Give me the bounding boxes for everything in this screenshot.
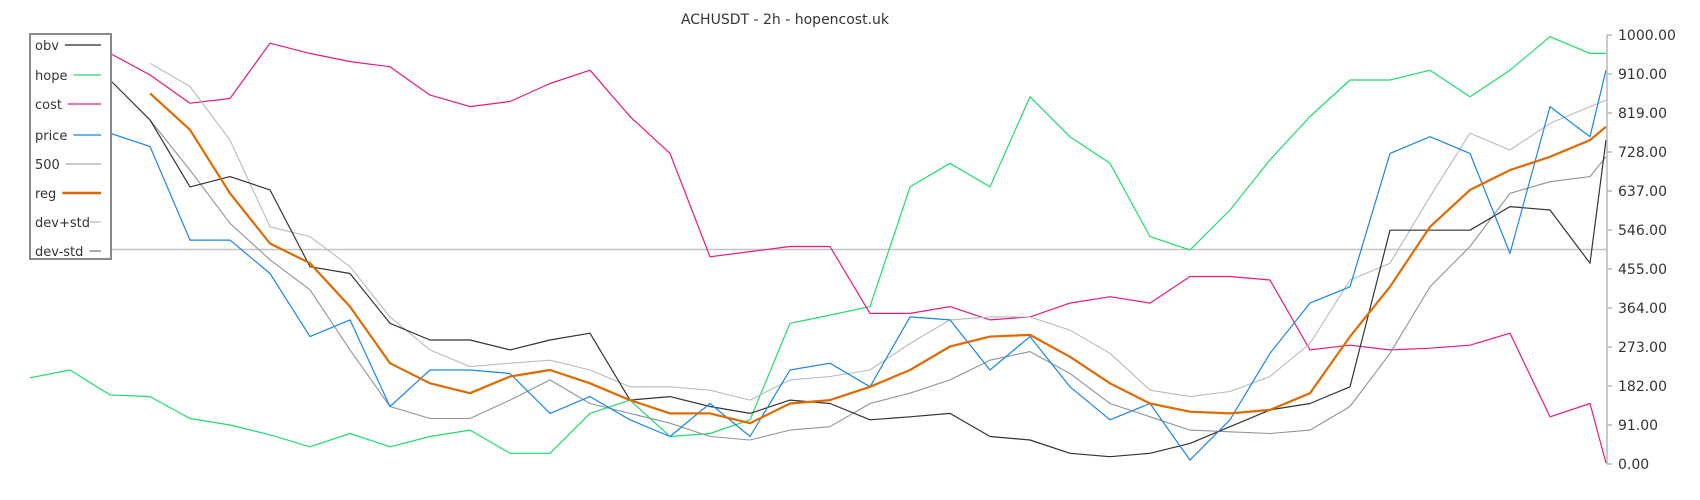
plot-lines	[29, 36, 1607, 464]
series-line-dev-std	[149, 62, 1607, 401]
y-tick-label: 455.00	[1618, 262, 1667, 278]
series-line-dev-std	[149, 119, 1607, 441]
series-line-price	[29, 70, 1607, 461]
y-tick-label: 182.00	[1618, 379, 1667, 395]
legend-label-cost: cost	[35, 98, 62, 113]
series-line-cost	[29, 42, 1607, 464]
series-line-obv	[29, 69, 1607, 458]
chart-title: ACHUSDT - 2h - hopencost.uk	[681, 12, 890, 28]
y-tick-label: 1000.00	[1618, 28, 1676, 44]
y-tick-label: 364.00	[1618, 301, 1667, 317]
y-tick-label: 273.00	[1618, 340, 1667, 356]
legend-label-reg: reg	[35, 187, 56, 202]
legend-label-500: 500	[35, 158, 60, 173]
legend: obv hope cost price 500 reg dev+std dev-std	[29, 33, 112, 260]
y-tick-label: 728.00	[1618, 145, 1667, 161]
series-line-hope	[29, 36, 1606, 454]
series-line-reg	[149, 92, 1607, 425]
legend-label-dev-std: dev+std	[35, 216, 90, 231]
y-tick-label: 637.00	[1618, 184, 1667, 200]
y-tick-label: 546.00	[1618, 223, 1667, 239]
legend-label-price: price	[35, 129, 67, 144]
y-axis: 0.00 91.00 182.00 273.00 364.00 455.00 546.00 6…	[1606, 28, 1676, 473]
y-tick-label: 910.00	[1618, 67, 1667, 83]
legend-label-obv: obv	[35, 39, 59, 54]
y-tick-label: 0.00	[1618, 457, 1649, 473]
legend-label-hope: hope	[35, 69, 67, 84]
y-tick-label: 91.00	[1618, 418, 1658, 434]
legend-label-dev-std: dev-std	[35, 245, 83, 260]
y-tick-label: 819.00	[1618, 106, 1667, 122]
